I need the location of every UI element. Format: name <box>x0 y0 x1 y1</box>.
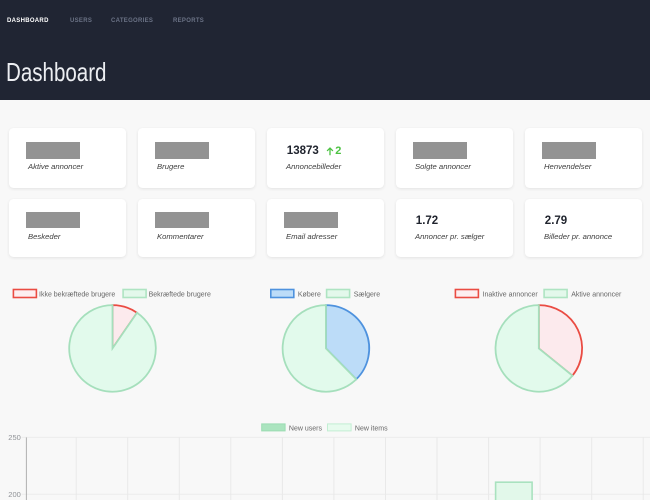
svg-text:New users: New users <box>289 426 323 433</box>
svg-text:Aktive annoncer: Aktive annoncer <box>571 292 622 299</box>
svg-text:Ikke bekræftede brugere: Ikke bekræftede brugere <box>39 292 115 299</box>
svg-text:Købere: Købere <box>298 292 321 299</box>
svg-text:200: 200 <box>8 490 21 499</box>
svg-text:Inaktive annoncer: Inaktive annoncer <box>483 292 539 299</box>
svg-text:Bekræftede brugere: Bekræftede brugere <box>149 292 211 299</box>
svg-text:Sælgere: Sælgere <box>354 292 381 299</box>
svg-text:New items: New items <box>355 426 388 433</box>
svg-text:250: 250 <box>8 433 21 442</box>
